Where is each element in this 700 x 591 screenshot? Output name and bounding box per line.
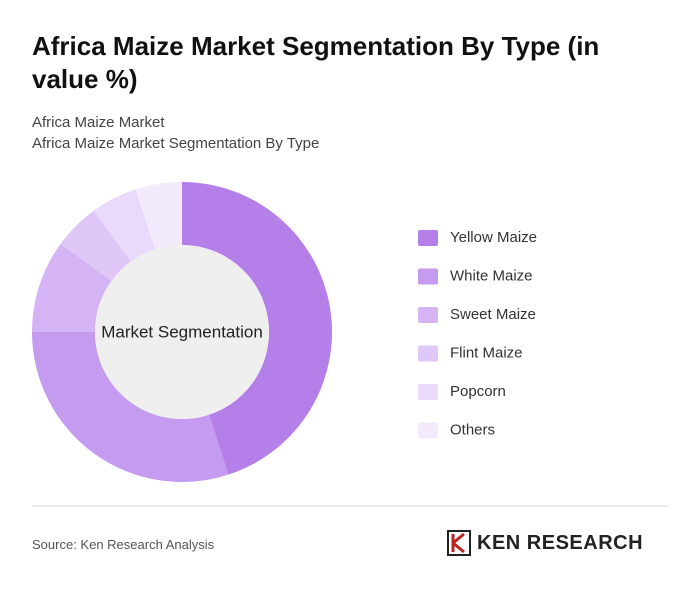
donut-segment — [32, 243, 112, 332]
legend-label: Popcorn — [450, 383, 506, 400]
brand-name: KEN RESEARCH — [477, 531, 644, 554]
donut-hole — [95, 245, 269, 419]
legend-label: Others — [450, 421, 495, 438]
legend-swatch — [418, 230, 438, 246]
subtitle-2: Africa Maize Market Segmentation By Type — [32, 135, 320, 152]
legend-swatch — [418, 345, 438, 362]
legend-swatch — [418, 268, 438, 285]
legend-swatch — [418, 307, 438, 323]
brand: KEN RESEARCH — [447, 530, 643, 556]
legend-swatch — [418, 422, 438, 439]
donut-segment — [60, 210, 131, 281]
donut-segment — [135, 182, 182, 250]
source: Source: Ken Research Analysis — [32, 537, 215, 552]
donut-segment — [32, 332, 229, 482]
legend-label: Sweet Maize — [450, 306, 536, 323]
legend-label: Flint Maize — [450, 344, 523, 361]
legend-label: Yellow Maize — [450, 229, 537, 246]
center-label: Market Segmentation — [101, 322, 263, 341]
donut-segment — [93, 189, 156, 262]
brand-icon — [447, 530, 471, 556]
legend-label: White Maize — [450, 267, 533, 284]
donut-segment — [182, 182, 333, 475]
subtitle: Africa Maize Market — [32, 114, 165, 131]
legend-swatch — [418, 384, 438, 400]
chart-title: Africa Maize Market Segmentation By Type… — [32, 31, 600, 94]
